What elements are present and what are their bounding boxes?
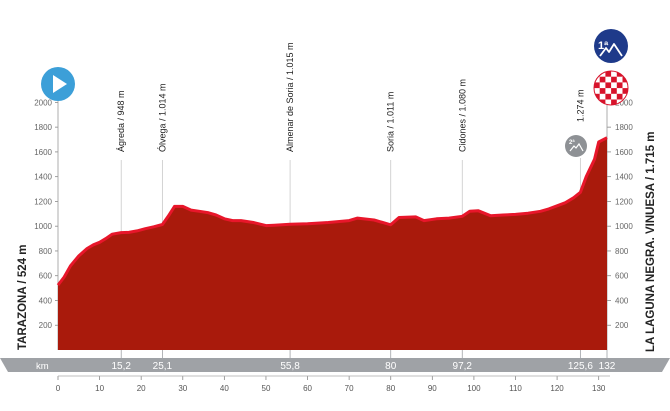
km-highlight-label: 25,1 (153, 361, 173, 372)
km-highlight-label: 55,8 (280, 361, 300, 372)
waypoint-label: Almenar de Soria / 1.015 m (285, 42, 295, 152)
y-tick-label: 1600 (615, 148, 633, 157)
mountain-glyph (599, 43, 623, 57)
y-axis-left: 200 400 600 800 1000 1200 1400 1600 1800 2000 (34, 98, 59, 350)
km-unit-label: km (36, 361, 49, 372)
y-tick-label: 600 (39, 272, 53, 281)
waypoint-labels: Ágreda / 948 m Ólvega / 1.014 m Almenar de… (116, 42, 585, 152)
y-tick-label: 2000 (615, 98, 633, 107)
y-tick-label: 1600 (34, 148, 52, 157)
x-tick-label: 10 (95, 384, 104, 393)
start-icon-group (41, 67, 75, 101)
y-tick-label: 600 (615, 272, 629, 281)
waypoint-label: Cidones / 1.080 m (457, 79, 467, 152)
y-tick-label: 1000 (34, 222, 52, 231)
km-highlight-label: 132 (599, 361, 616, 372)
x-tick-label: 70 (345, 384, 354, 393)
y-tick-label: 1200 (615, 197, 633, 206)
x-tick-label: 90 (428, 384, 437, 393)
y-tick-label: 2000 (34, 98, 52, 107)
km-highlight-labels: 15,2 25,1 55,8 80 97,2 125,6 132 (111, 350, 616, 372)
km-highlight-label: 97,2 (453, 361, 473, 372)
elevation-ridge (56, 136, 608, 287)
start-label: TARAZONA / 524 m (17, 245, 29, 350)
y-axis-right: 200 400 600 800 1000 1200 1400 1600 1800 2000 (606, 98, 633, 350)
x-tick-label: 100 (467, 384, 481, 393)
waypoint-label: Soria / 1.011 m (386, 92, 396, 152)
sprint-category: 2ª (569, 139, 575, 146)
y-tick-label: 1800 (615, 123, 633, 132)
summit-icon-group: 1ª (594, 29, 628, 63)
y-tick-label: 200 (39, 321, 53, 330)
km-highlight-label: 15,2 (111, 361, 131, 372)
x-tick-label: 20 (137, 384, 146, 393)
y-tick-label: 800 (39, 247, 53, 256)
y-tick-label: 1000 (615, 222, 633, 231)
y-tick-label: 200 (615, 321, 629, 330)
y-tick-label: 800 (615, 247, 629, 256)
km-highlight-label: 80 (385, 361, 397, 372)
x-tick-label: 110 (509, 384, 522, 393)
x-tick-label: 30 (178, 384, 187, 393)
sprint-mountain-icon (565, 135, 587, 157)
y-tick-label: 1200 (34, 197, 52, 206)
summit-category: 1ª (598, 40, 609, 52)
x-tick-label: 0 (56, 384, 61, 393)
waypoint-label: Ágreda / 948 m (116, 90, 126, 152)
y-tick-label: 400 (39, 296, 53, 305)
x-axis: 0 10 20 30 40 50 60 70 80 90 100 110 120 130 (56, 375, 610, 393)
sprint-icon-group: 2ª (565, 135, 587, 157)
waypoint-label: 1.274 m (575, 89, 585, 122)
x-tick-label: 60 (303, 384, 312, 393)
x-tick-label: 120 (550, 384, 564, 393)
play-triangle (53, 75, 67, 93)
y-tick-label: 400 (615, 296, 629, 305)
y-tick-label: 1400 (615, 173, 633, 182)
waypoint-label: Ólvega / 1.014 m (157, 83, 167, 152)
x-tick-label: 80 (386, 384, 395, 393)
x-tick-label: 40 (220, 384, 229, 393)
x-tick-label: 130 (592, 384, 606, 393)
finish-label: LA LAGUNA NEGRA. VINUESA / 1.715 m (645, 132, 657, 352)
elevation-area (58, 137, 607, 350)
x-tick-label: 50 (262, 384, 271, 393)
km-highlight-label: 125,6 (568, 361, 593, 372)
y-tick-label: 1800 (34, 123, 52, 132)
sprint-mountain-glyph (569, 142, 584, 152)
mountain-icon (594, 29, 628, 63)
checkered-flag-icon (593, 70, 629, 106)
y-tick-label: 1400 (34, 173, 52, 182)
km-axis-band (0, 358, 670, 372)
